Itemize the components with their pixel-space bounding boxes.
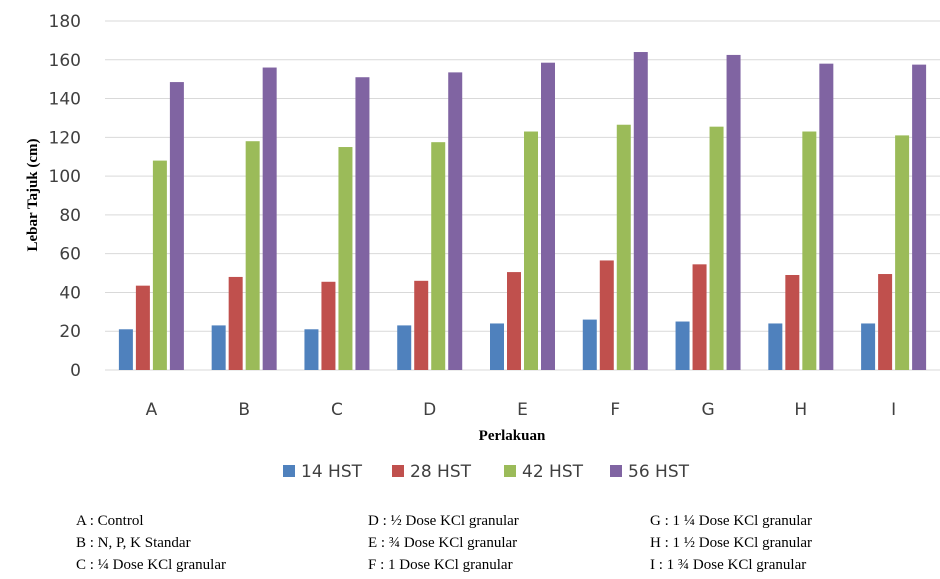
bar-B-42-HST (245, 141, 260, 370)
y-tick-label: 20 (59, 322, 81, 342)
legend-label: 56 HST (628, 462, 690, 482)
legend: 14 HST 28 HST 42 HST 56 HST (283, 462, 690, 482)
legend-swatch (610, 465, 622, 477)
y-tick-label: 120 (49, 128, 81, 148)
bar-G-42-HST (709, 126, 724, 371)
legend-label: 42 HST (522, 462, 584, 482)
bar-D-14-HST (397, 325, 412, 370)
bar-F-28-HST (599, 260, 614, 370)
y-tick-label: 140 (49, 90, 81, 110)
x-tick-label: A (146, 400, 158, 420)
y-tick-label: 180 (49, 12, 81, 32)
legend-swatch (392, 465, 404, 477)
bar-C-28-HST (321, 281, 336, 370)
bar-G-56-HST (726, 54, 741, 371)
bar-G-28-HST (692, 264, 707, 370)
y-axis-title: Lebar Tajuk (cm) (25, 138, 41, 251)
bar-G-14-HST (675, 321, 690, 370)
bar-H-42-HST (802, 131, 817, 370)
y-tick-label: 40 (59, 283, 81, 303)
bar-A-14-HST (118, 329, 133, 370)
bar-I-14-HST (861, 323, 876, 370)
x-tick-label: G (701, 400, 714, 420)
bar-B-28-HST (228, 276, 243, 370)
y-tick-label: 160 (49, 51, 81, 71)
bar-C-56-HST (355, 77, 370, 370)
x-tick-label: D (423, 400, 436, 420)
note-f: F : 1 Dose KCl granular (368, 557, 513, 573)
bar-A-56-HST (169, 82, 184, 370)
bar-F-14-HST (582, 319, 597, 370)
bar-H-14-HST (768, 323, 783, 370)
bar-D-56-HST (448, 72, 463, 370)
legend-swatch (283, 465, 295, 477)
y-tick-label: 80 (59, 206, 81, 226)
bar-E-14-HST (490, 323, 504, 370)
note-h: H : 1 ½ Dose KCl granular (650, 535, 812, 551)
y-tick-label: 0 (70, 361, 81, 381)
bar-F-42-HST (616, 124, 631, 370)
bar-E-42-HST (524, 131, 538, 370)
bar-E-56-HST (541, 62, 555, 371)
legend-swatch (504, 465, 516, 477)
y-tick-labels: 0 20 40 60 80 100 120 140 160 180 (49, 12, 81, 381)
bar-D-42-HST (431, 142, 446, 370)
note-i: I : 1 ¾ Dose KCl granular (650, 557, 806, 573)
bar-D-28-HST (414, 280, 429, 370)
legend-label: 14 HST (301, 462, 363, 482)
x-tick-labels: A B C D E F G H I (146, 400, 897, 420)
legend-label: 28 HST (410, 462, 472, 482)
bar-I-28-HST (878, 274, 893, 370)
note-a: A : Control (76, 513, 144, 529)
note-g: G : 1 ¼ Dose KCl granular (650, 513, 812, 529)
note-e: E : ¾ Dose KCl granular (368, 535, 517, 551)
bar-I-56-HST (912, 64, 927, 370)
bar-C-42-HST (338, 147, 353, 370)
gridlines (105, 20, 940, 371)
bar-E-28-HST (507, 272, 521, 370)
y-tick-label: 100 (49, 167, 81, 187)
note-b: B : N, P, K Standar (76, 535, 191, 551)
note-c: C : ¼ Dose KCl granular (76, 557, 226, 573)
x-tick-label: E (517, 400, 528, 420)
x-axis-title: Perlakuan (479, 428, 546, 444)
y-tick-label: 60 (59, 245, 81, 265)
note-d: D : ½ Dose KCl granular (368, 513, 519, 529)
bars (118, 52, 927, 371)
bar-C-14-HST (304, 329, 319, 370)
x-tick-label: H (794, 400, 807, 420)
bar-I-42-HST (895, 135, 910, 370)
bar-A-28-HST (135, 285, 150, 370)
bar-H-56-HST (819, 63, 834, 371)
bar-F-56-HST (633, 52, 648, 371)
bar-B-14-HST (211, 325, 226, 370)
bar-B-56-HST (262, 67, 277, 371)
x-tick-label: B (238, 400, 250, 420)
bar-A-42-HST (152, 160, 167, 370)
bar-H-28-HST (785, 274, 800, 370)
treatment-notes: A : Control B : N, P, K Standar C : ¼ Do… (76, 513, 812, 573)
x-tick-label: C (331, 400, 343, 420)
x-tick-label: I (891, 400, 896, 420)
x-tick-label: F (610, 400, 620, 420)
